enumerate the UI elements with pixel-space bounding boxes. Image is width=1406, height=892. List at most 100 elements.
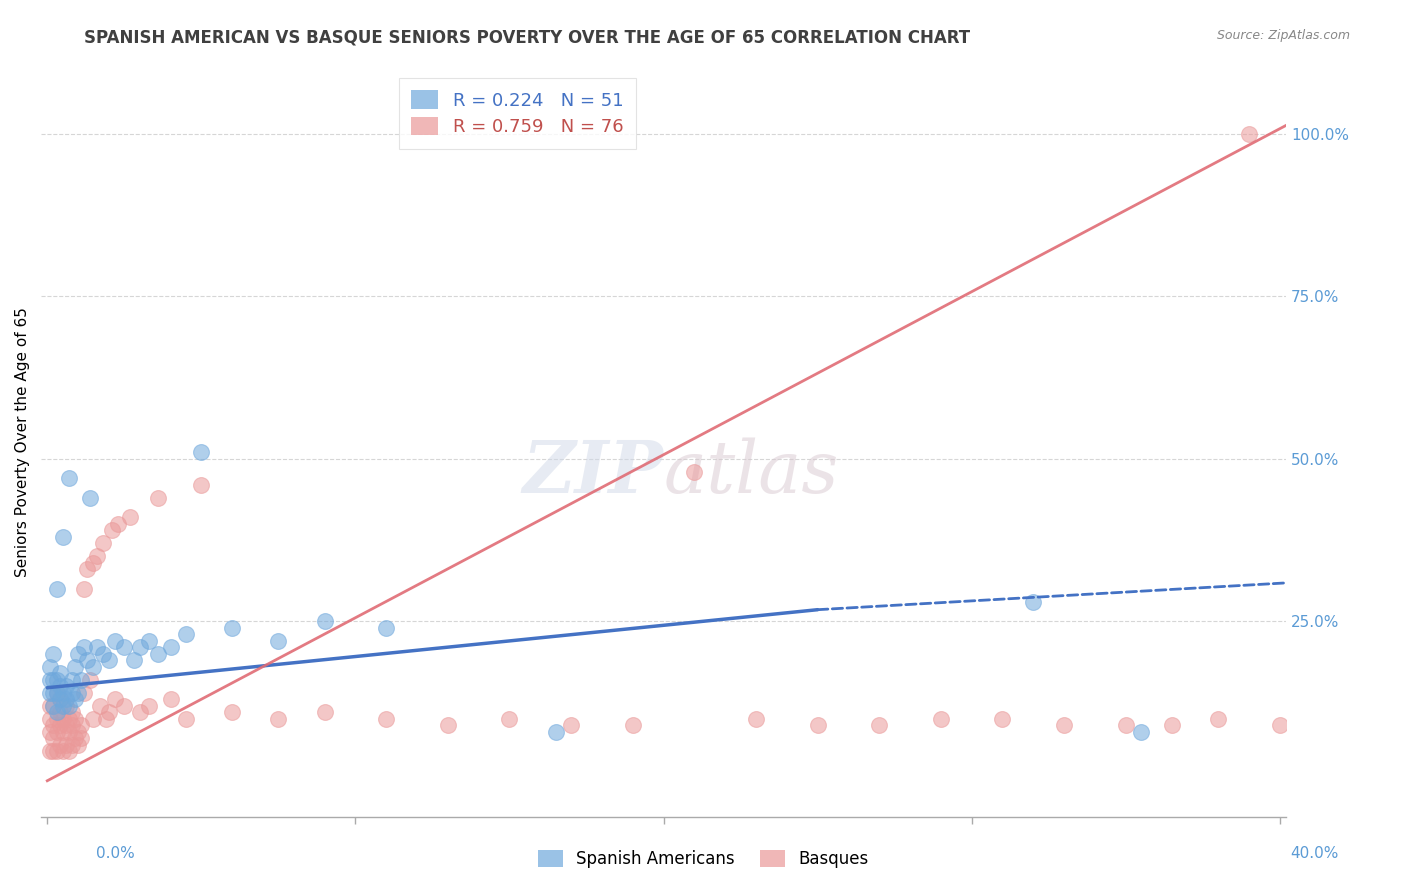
Point xyxy=(48,718,70,732)
Point xyxy=(63,692,86,706)
Point xyxy=(159,692,181,706)
Point xyxy=(42,698,65,713)
Text: SPANISH AMERICAN VS BASQUE SENIORS POVERTY OVER THE AGE OF 65 CORRELATION CHART: SPANISH AMERICAN VS BASQUE SENIORS POVER… xyxy=(84,29,970,46)
Text: ZIP: ZIP xyxy=(523,437,664,508)
Text: Source: ZipAtlas.com: Source: ZipAtlas.com xyxy=(1216,29,1350,42)
Point xyxy=(76,653,98,667)
Point xyxy=(437,718,460,732)
Text: 40.0%: 40.0% xyxy=(1291,847,1339,861)
Point xyxy=(67,647,90,661)
Point xyxy=(128,640,150,655)
Point xyxy=(174,712,197,726)
Point xyxy=(58,744,80,758)
Point xyxy=(375,621,398,635)
Point xyxy=(190,445,212,459)
Point xyxy=(991,712,1014,726)
Point xyxy=(45,744,67,758)
Point xyxy=(94,712,117,726)
Point xyxy=(683,465,706,479)
Point xyxy=(498,712,520,726)
Point xyxy=(122,653,145,667)
Point xyxy=(1053,718,1076,732)
Point xyxy=(73,582,96,596)
Point xyxy=(48,692,70,706)
Point xyxy=(58,698,80,713)
Point xyxy=(42,718,65,732)
Point xyxy=(101,524,124,538)
Point xyxy=(375,712,398,726)
Point xyxy=(42,731,65,746)
Point xyxy=(45,686,67,700)
Point xyxy=(39,744,62,758)
Point xyxy=(60,673,83,687)
Point xyxy=(42,698,65,713)
Point xyxy=(1237,127,1260,141)
Point xyxy=(190,478,212,492)
Point xyxy=(52,686,75,700)
Point xyxy=(1206,712,1229,726)
Point xyxy=(55,698,77,713)
Text: 0.0%: 0.0% xyxy=(96,847,135,861)
Point xyxy=(42,673,65,687)
Point xyxy=(55,692,77,706)
Point xyxy=(67,725,90,739)
Point xyxy=(52,725,75,739)
Point xyxy=(112,698,135,713)
Point xyxy=(48,738,70,752)
Point xyxy=(45,686,67,700)
Point xyxy=(52,712,75,726)
Point xyxy=(104,634,127,648)
Point xyxy=(112,640,135,655)
Point xyxy=(159,640,181,655)
Point xyxy=(221,621,243,635)
Point xyxy=(76,562,98,576)
Point xyxy=(45,582,67,596)
Point xyxy=(120,510,142,524)
Point xyxy=(39,698,62,713)
Point xyxy=(138,698,160,713)
Point xyxy=(52,530,75,544)
Point xyxy=(63,712,86,726)
Point xyxy=(45,712,67,726)
Point xyxy=(128,706,150,720)
Point xyxy=(58,725,80,739)
Point xyxy=(39,660,62,674)
Point xyxy=(73,640,96,655)
Point xyxy=(221,706,243,720)
Point xyxy=(174,627,197,641)
Point xyxy=(929,712,952,726)
Point xyxy=(55,718,77,732)
Point xyxy=(1130,725,1153,739)
Point xyxy=(42,686,65,700)
Point xyxy=(60,718,83,732)
Point xyxy=(39,712,62,726)
Point xyxy=(138,634,160,648)
Point xyxy=(807,718,830,732)
Point xyxy=(52,698,75,713)
Point xyxy=(79,673,101,687)
Point xyxy=(55,680,77,694)
Point xyxy=(48,680,70,694)
Point xyxy=(82,556,104,570)
Point xyxy=(45,706,67,720)
Point xyxy=(97,706,120,720)
Legend: R = 0.224   N = 51, R = 0.759   N = 76: R = 0.224 N = 51, R = 0.759 N = 76 xyxy=(399,78,636,149)
Point xyxy=(745,712,768,726)
Point xyxy=(52,744,75,758)
Point xyxy=(314,706,336,720)
Point xyxy=(48,692,70,706)
Point xyxy=(39,725,62,739)
Point xyxy=(544,725,567,739)
Point xyxy=(39,673,62,687)
Point xyxy=(45,725,67,739)
Point xyxy=(267,712,290,726)
Point xyxy=(67,686,90,700)
Point xyxy=(91,647,114,661)
Point xyxy=(104,692,127,706)
Point xyxy=(63,660,86,674)
Point xyxy=(60,706,83,720)
Point xyxy=(58,712,80,726)
Point xyxy=(86,640,108,655)
Point xyxy=(82,660,104,674)
Y-axis label: Seniors Poverty Over the Age of 65: Seniors Poverty Over the Age of 65 xyxy=(15,308,30,577)
